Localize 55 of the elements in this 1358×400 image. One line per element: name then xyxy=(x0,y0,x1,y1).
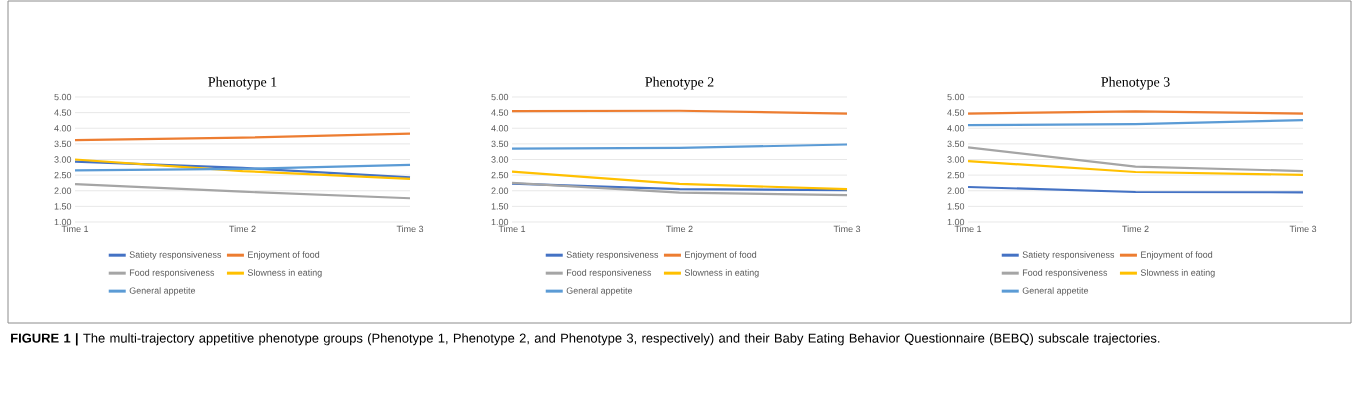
y-tick-label: 3.00 xyxy=(54,156,72,163)
legend-label: Slowness in eating xyxy=(684,269,759,278)
y-tick-label: 4.50 xyxy=(947,109,965,116)
y-tick-label: 3.00 xyxy=(491,156,509,163)
legend-label: Satiety responsiveness xyxy=(1022,251,1115,260)
y-tick-label: 1.00 xyxy=(54,218,72,226)
y-tick-label: 1.50 xyxy=(54,203,72,210)
y-tick-label: 3.50 xyxy=(947,140,965,148)
x-tick-label: Time 3 xyxy=(396,225,424,233)
y-tick-label: 5.00 xyxy=(947,93,965,101)
x-tick-label: Time 1 xyxy=(954,225,982,233)
y-tick-label: 2.00 xyxy=(947,187,965,194)
legend-label: Satiety responsiveness xyxy=(566,251,659,260)
y-tick-label: 4.50 xyxy=(54,109,72,116)
y-tick-label: 4.00 xyxy=(54,125,72,132)
y-tick-label: 2.50 xyxy=(54,171,72,179)
y-tick-label: 4.00 xyxy=(491,125,509,132)
y-tick-label: 2.00 xyxy=(491,187,509,194)
legend-label: Enjoyment of food xyxy=(1141,251,1213,260)
legend-label: General appetite xyxy=(566,287,633,296)
legend-label: Satiety responsiveness xyxy=(129,251,222,260)
x-tick-label: Time 2 xyxy=(666,225,693,233)
y-tick-label: 1.50 xyxy=(947,203,965,210)
y-tick-label: 5.00 xyxy=(54,93,72,101)
legend-label: Food responsiveness xyxy=(566,269,652,278)
x-tick-label: Time 3 xyxy=(833,225,861,233)
chart-title: Phenotype 1 xyxy=(208,76,277,90)
y-tick-label: 3.00 xyxy=(947,156,965,163)
y-tick-label: 1.00 xyxy=(491,218,509,226)
y-tick-label: 4.00 xyxy=(947,125,965,132)
x-tick-label: Time 2 xyxy=(229,225,256,233)
legend-label: Enjoyment of food xyxy=(685,251,757,260)
y-tick-label: 2.50 xyxy=(491,171,509,179)
legend-label: Slowness in eating xyxy=(1140,269,1215,278)
chart-title: Phenotype 3 xyxy=(1101,76,1170,90)
y-tick-label: 3.50 xyxy=(54,140,72,148)
x-tick-label: Time 3 xyxy=(1289,225,1317,233)
y-tick-label: 5.00 xyxy=(491,93,509,101)
y-tick-label: 2.50 xyxy=(947,171,965,179)
y-tick-label: 3.50 xyxy=(491,140,509,148)
x-tick-label: Time 2 xyxy=(1122,225,1149,233)
legend-label: Enjoyment of food xyxy=(248,251,320,260)
legend-label: Food responsiveness xyxy=(1022,269,1108,278)
legend-label: Food responsiveness xyxy=(129,269,215,278)
y-tick-label: 2.00 xyxy=(54,187,72,194)
y-tick-label: 1.50 xyxy=(491,203,509,210)
y-tick-label: 4.50 xyxy=(491,109,509,116)
legend-label: General appetite xyxy=(129,287,196,296)
legend-label: General appetite xyxy=(1022,287,1089,296)
text: FIGURE 1 | The multi-trajectory appetitive phenotype groups (Phenotype 1, Phenotype 2, and Phenotype 3, respectively) and their Baby Eating Behavior Questionnaire (BEBQ) subscale trajectories. xyxy=(11,333,1160,346)
legend-label: Slowness in eating xyxy=(247,269,322,278)
y-tick-label: 1.00 xyxy=(947,218,965,226)
x-tick-label: Time 1 xyxy=(498,225,526,233)
chart-title: Phenotype 2 xyxy=(645,76,714,90)
x-tick-label: Time 1 xyxy=(61,225,89,233)
